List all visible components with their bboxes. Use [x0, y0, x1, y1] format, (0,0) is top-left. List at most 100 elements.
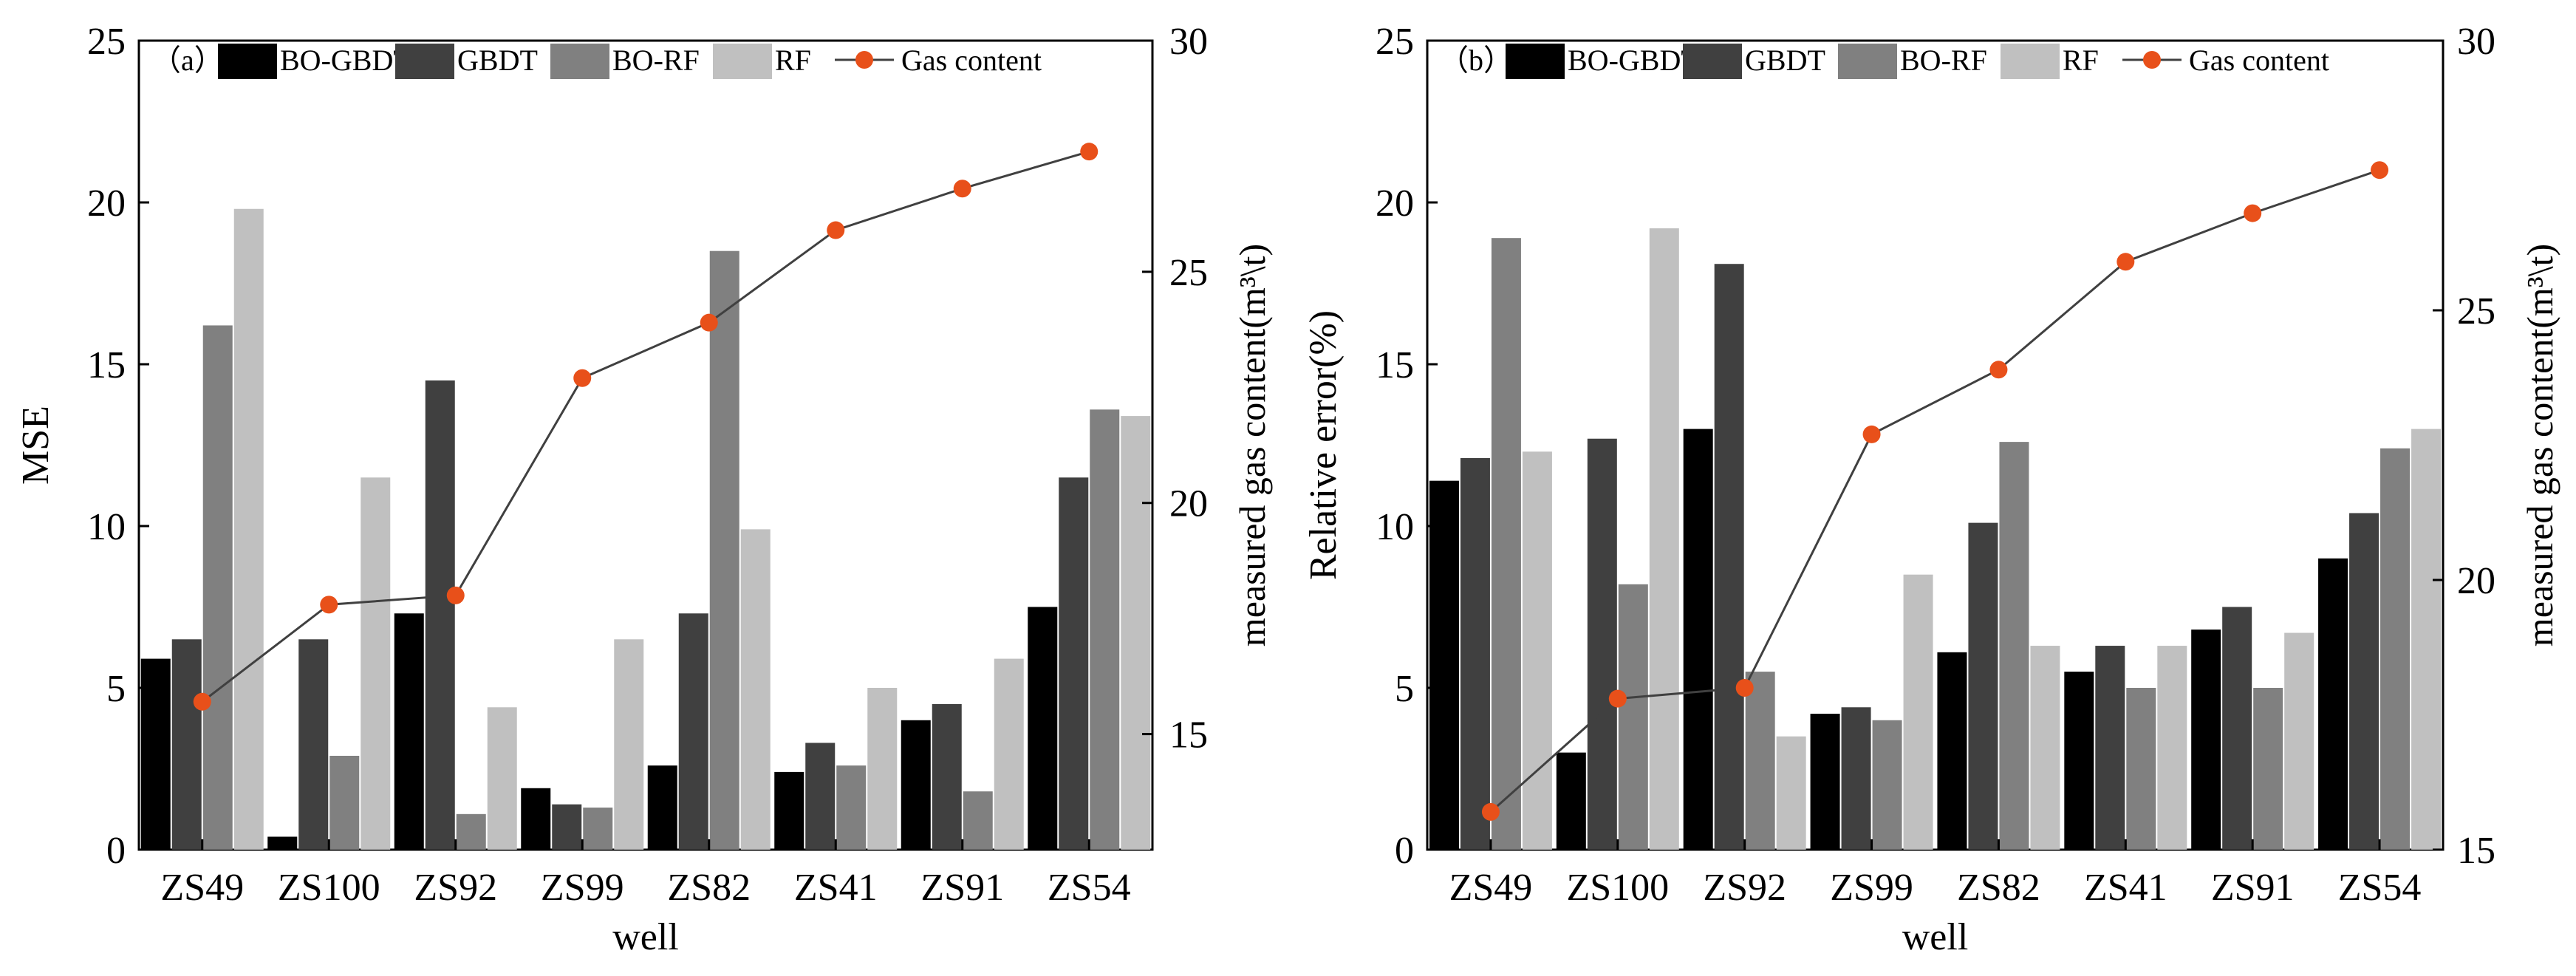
panel-label: （b）	[1439, 44, 1513, 77]
legend-label-bo-gbdt: BO-GBDT	[1568, 44, 1699, 77]
y2-tick-label: 20	[1169, 483, 1208, 525]
y-tick-label: 0	[1395, 830, 1414, 872]
bar-bo-rf-zs49	[1491, 238, 1521, 850]
y2-tick-label: 25	[2457, 290, 2495, 332]
legend-swatch-bo-rf	[1838, 44, 1897, 79]
bar-gbdt-zs92	[1714, 264, 1744, 850]
x-tick-label-zs91: ZS91	[920, 867, 1004, 909]
bar-bo-gbdt-zs49	[1429, 480, 1459, 850]
bar-gbdt-zs41	[805, 743, 836, 850]
y-tick-label: 25	[1376, 21, 1414, 63]
y-axis-title: MSE	[15, 406, 57, 485]
y-tick-label: 5	[106, 668, 126, 710]
legend-marker-gas-content	[855, 51, 873, 69]
x-tick-label-zs54: ZS54	[2338, 867, 2422, 909]
bar-rf-zs92	[487, 707, 517, 850]
bar-gbdt-zs92	[425, 380, 455, 850]
legend-label-bo-rf: BO-RF	[612, 44, 700, 77]
y2-tick-label: 30	[1169, 21, 1208, 63]
bar-bo-gbdt-zs54	[1028, 607, 1058, 850]
y-tick-label: 5	[1395, 668, 1414, 710]
gas-content-line	[201, 150, 1090, 703]
legend-swatch-bo-gbdt	[218, 44, 277, 79]
x-axis-title: well	[612, 916, 679, 958]
bar-gbdt-zs91	[932, 703, 962, 850]
bar-bo-rf-zs91	[2253, 688, 2283, 850]
bar-bo-gbdt-zs92	[1683, 429, 1713, 850]
x-tick-label-zs49: ZS49	[160, 867, 244, 909]
legend-swatch-bo-rf	[550, 44, 609, 79]
legend-swatch-bo-gbdt	[1506, 44, 1565, 79]
bar-bo-rf-zs82	[1999, 442, 2029, 850]
x-tick-label-zs92: ZS92	[1703, 867, 1786, 909]
legend-label-rf: RF	[775, 44, 811, 77]
bar-gbdt-zs99	[552, 804, 582, 850]
bar-gbdt-zs54	[1059, 477, 1089, 850]
bar-rf-zs100	[1649, 228, 1679, 850]
bar-rf-zs54	[1121, 416, 1151, 850]
bar-bo-rf-zs100	[329, 755, 360, 850]
bar-bo-rf-zs100	[1618, 584, 1648, 850]
x-tick-label-zs49: ZS49	[1449, 867, 1533, 909]
x-tick-label-zs100: ZS100	[1566, 867, 1669, 909]
legend-label-gas-content: Gas content	[901, 44, 1042, 77]
bar-rf-zs91	[2284, 632, 2314, 850]
gas-content-point-zs91	[953, 180, 971, 198]
bar-rf-zs49	[1522, 451, 1552, 850]
legend-swatch-rf	[2001, 44, 2060, 79]
legend-label-gas-content: Gas content	[2189, 44, 2329, 77]
bar-rf-zs82	[2030, 646, 2060, 850]
y-tick-label: 15	[87, 344, 126, 386]
y-tick-label: 25	[87, 21, 126, 63]
y2-axis-title: measured gas content(m³\t)	[2519, 244, 2560, 646]
bar-bo-gbdt-zs99	[521, 788, 551, 850]
bar-bo-rf-zs49	[202, 325, 233, 850]
x-tick-label-zs91: ZS91	[2211, 867, 2295, 909]
gas-content-point-zs91	[2244, 204, 2262, 222]
x-tick-label-zs41: ZS41	[2084, 867, 2167, 909]
bar-gbdt-zs82	[1968, 522, 1998, 850]
bar-rf-zs91	[994, 658, 1024, 850]
gas-content-point-zs41	[2117, 253, 2135, 271]
gas-content-point-zs54	[1080, 143, 1099, 161]
bar-gbdt-zs49	[1460, 458, 1490, 850]
gas-content-point-zs99	[573, 369, 592, 387]
bar-gbdt-zs91	[2222, 607, 2252, 850]
bar-gbdt-zs82	[678, 613, 708, 850]
x-axis-title: well	[1902, 916, 1969, 958]
y-tick-label: 0	[106, 830, 126, 872]
plot-frame	[137, 39, 1154, 851]
bar-bo-rf-zs41	[2126, 688, 2156, 850]
bar-rf-zs99	[1903, 574, 1933, 850]
chart-panel-a: 0 5 10 15 20 25 15 20 25 30 ZS49 ZS100 ZS92 ZS99 ZS82 Z…	[15, 21, 1273, 958]
bar-rf-zs82	[740, 529, 771, 850]
gas-content-point-zs100	[1608, 689, 1627, 708]
bar-bo-rf-zs99	[583, 808, 613, 850]
bar-bo-rf-zs41	[836, 765, 867, 850]
legend-label-bo-gbdt: BO-GBDT	[280, 44, 411, 77]
bar-bo-rf-zs92	[1745, 672, 1775, 850]
bar-gbdt-zs54	[2349, 513, 2379, 850]
bar-bo-gbdt-zs82	[1937, 652, 1967, 850]
bar-rf-zs100	[361, 477, 391, 850]
gas-content-point-zs54	[2371, 161, 2389, 180]
y2-tick-label: 15	[2457, 830, 2495, 872]
legend-swatch-gbdt	[395, 44, 454, 79]
bar-bo-rf-zs54	[2380, 448, 2411, 850]
bar-bo-gbdt-zs92	[394, 613, 424, 850]
bar-rf-zs49	[233, 208, 264, 850]
chart-panel-b: 0 5 10 15 20 25 15 20 25 30 ZS49 ZS100 ZS92 ZS99 ZS82 Z…	[1302, 21, 2560, 958]
gas-content-line	[1489, 168, 2380, 813]
x-tick-label-zs82: ZS82	[667, 867, 751, 909]
bar-rf-zs92	[1776, 736, 1806, 850]
bar-bo-gbdt-zs100	[267, 836, 298, 850]
y2-tick-label: 20	[2457, 560, 2495, 602]
gas-content-point-zs41	[827, 221, 845, 239]
x-tick-label-zs100: ZS100	[278, 867, 380, 909]
gas-content-point-zs92	[446, 586, 465, 604]
x-tick-label-zs41: ZS41	[794, 867, 878, 909]
bar-bo-rf-zs91	[963, 791, 993, 850]
y2-tick-label: 15	[1169, 714, 1208, 757]
bar-bo-gbdt-zs91	[901, 720, 931, 850]
